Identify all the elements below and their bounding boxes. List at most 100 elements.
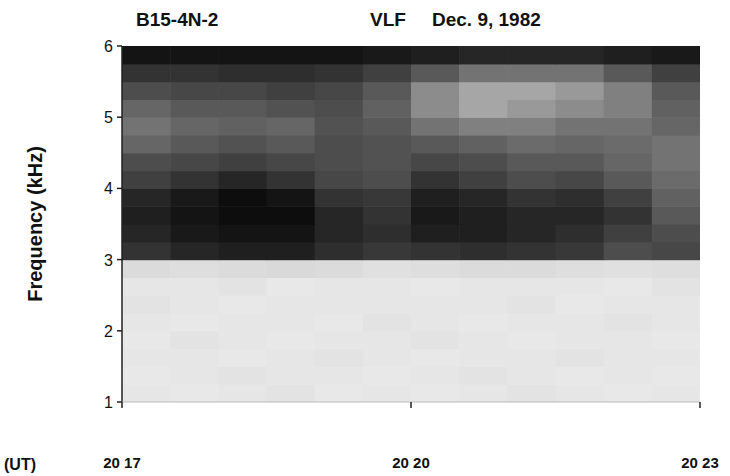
cell [459,277,508,295]
cell [170,366,219,384]
cell [267,349,316,367]
cell [122,331,171,349]
cell [267,117,316,135]
cell [556,295,605,313]
cell [459,46,508,64]
cell [170,46,219,64]
cell [363,224,412,242]
cell [507,171,556,189]
cell [170,295,219,313]
annotation: VLF [370,9,406,30]
cell [652,313,700,331]
cell [170,277,219,295]
cell [604,64,653,82]
cell [652,224,700,242]
cell [556,46,605,64]
cell [507,384,556,402]
cell [459,224,508,242]
cell [411,82,460,100]
cell [218,224,267,242]
cell [315,171,364,189]
cell [556,206,605,224]
cell [315,135,364,153]
cell [363,295,412,313]
cell [459,313,508,331]
cell [556,349,605,367]
title: B15-4N-2 [136,9,218,30]
cell [267,224,316,242]
cell [122,153,171,171]
cell [604,313,653,331]
cell [170,64,219,82]
cell [122,82,171,100]
cell [652,331,700,349]
cell [556,82,605,100]
cell [267,295,316,313]
cell [122,188,171,206]
cell [411,349,460,367]
cell [315,349,364,367]
cell [122,99,171,117]
cell [363,153,412,171]
cell [507,331,556,349]
y-axis-title: Frequency (kHz) [24,146,46,302]
cell [315,366,364,384]
x-tick [121,402,123,408]
cell [411,117,460,135]
cell [267,242,316,260]
cell [363,99,412,117]
cell [459,135,508,153]
cell [122,366,171,384]
cell [411,188,460,206]
cell [411,277,460,295]
cell [652,277,700,295]
cell [363,313,412,331]
cell [652,117,700,135]
cell [556,331,605,349]
cell [459,153,508,171]
cell [218,242,267,260]
cell [170,206,219,224]
cell [652,153,700,171]
cell [411,295,460,313]
x-tick-label: 20 17 [103,454,141,471]
cell [652,349,700,367]
cell [218,366,267,384]
cell [411,224,460,242]
cell [507,46,556,64]
cell [363,260,412,278]
cell [556,135,605,153]
cell [122,117,171,135]
cell [411,384,460,402]
cell [170,99,219,117]
cell [315,384,364,402]
y-tick [117,259,122,261]
cell [604,206,653,224]
cell [122,277,171,295]
cell [459,295,508,313]
cell [604,117,653,135]
cell [507,206,556,224]
cell [411,366,460,384]
cell [507,277,556,295]
cell [604,295,653,313]
cell [556,224,605,242]
cell [218,206,267,224]
y-axis [121,46,123,402]
cell [459,188,508,206]
cell [459,331,508,349]
cell [122,313,171,331]
cell [363,242,412,260]
cell [315,224,364,242]
cell [604,366,653,384]
cell [652,46,700,64]
cell [170,331,219,349]
cell [363,277,412,295]
cell [411,99,460,117]
cell [652,135,700,153]
cell [411,331,460,349]
cell [218,313,267,331]
cell [556,188,605,206]
cell [507,82,556,100]
cell [556,64,605,82]
